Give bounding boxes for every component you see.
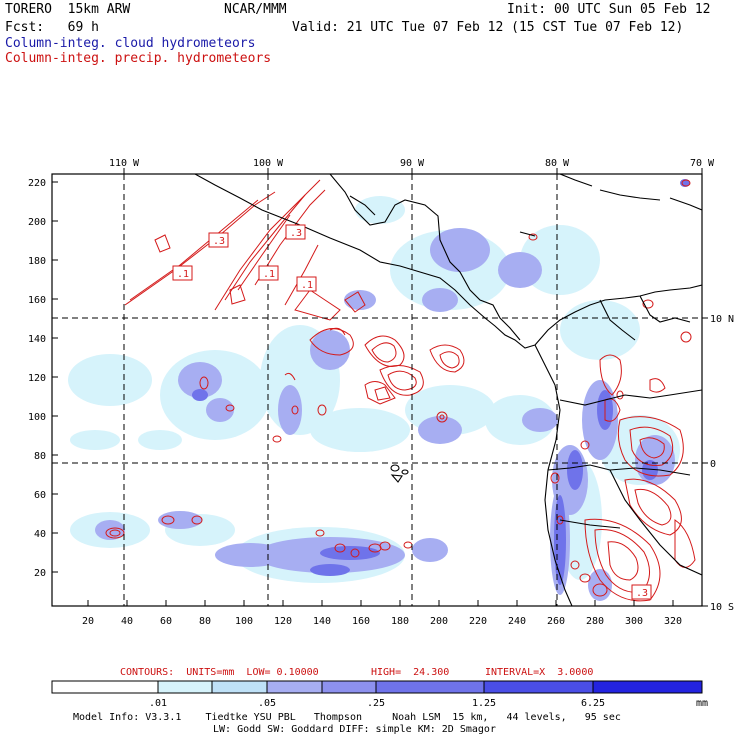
cloud-shading <box>68 179 690 601</box>
forecast-hour: Fcst: 69 h <box>5 20 99 35</box>
lon-label: 80 W <box>545 158 570 169</box>
lat-label: 10 S <box>710 602 734 613</box>
plot-frame <box>51 173 703 607</box>
coastlines <box>194 174 702 606</box>
tick-marks <box>52 168 708 607</box>
x-tick-label: 40 <box>121 616 133 627</box>
contours-units: CONTOURS: UNITS=mm LOW= 0.10000 <box>120 667 319 678</box>
contour-label: .3 <box>213 236 225 247</box>
x-tick-label: 200 <box>430 616 448 627</box>
legend-label: .05 <box>258 698 276 709</box>
y-tick-label: 120 <box>28 373 46 384</box>
lon-label: 90 W <box>400 158 425 169</box>
init-time: Init: 00 UTC Sun 05 Feb 12 <box>507 2 711 17</box>
legend-unit: mm <box>696 698 708 709</box>
legend-colorbar <box>51 680 703 694</box>
graticule <box>52 174 702 606</box>
x-tick-label: 140 <box>313 616 331 627</box>
y-tick-label: 140 <box>28 334 46 345</box>
legend-label: 1.25 <box>472 698 496 709</box>
x-tick-label: 220 <box>469 616 487 627</box>
lon-label: 100 W <box>253 158 284 169</box>
x-tick-label: 80 <box>199 616 211 627</box>
x-tick-label: 20 <box>82 616 94 627</box>
legend-swatch <box>592 680 703 694</box>
y-tick-label: 80 <box>34 451 46 462</box>
field-cloud-label: Column-integ. cloud hydrometeors <box>5 36 256 51</box>
valid-time: Valid: 21 UTC Tue 07 Feb 12 (15 CST Tue … <box>292 20 684 35</box>
x-tick-label: 100 <box>235 616 253 627</box>
lon-label: 70 W <box>690 158 715 169</box>
y-tick-label: 220 <box>28 178 46 189</box>
x-tick-label: 240 <box>508 616 526 627</box>
organization: NCAR/MMM <box>224 2 287 17</box>
y-tick-label: 40 <box>34 529 46 540</box>
x-tick-label: 160 <box>352 616 370 627</box>
precip-contours <box>105 179 696 602</box>
lat-label: 10 N <box>710 314 734 325</box>
y-tick-label: 100 <box>28 412 46 423</box>
y-tick-label: 20 <box>34 568 46 579</box>
contour-label: .1 <box>301 280 313 291</box>
legend-label: .25 <box>367 698 385 709</box>
y-tick-label: 180 <box>28 256 46 267</box>
model-physics: LW: Godd SW: Goddard DIFF: simple KM: 2D… <box>213 724 496 735</box>
y-tick-label: 60 <box>34 490 46 501</box>
contour-label-boxes <box>172 224 652 600</box>
x-tick-label: 300 <box>625 616 643 627</box>
legend-swatch <box>211 680 268 694</box>
y-tick-label: 200 <box>28 217 46 228</box>
contours-interval: INTERVAL=X 3.0000 <box>485 667 594 678</box>
x-tick-label: 60 <box>160 616 172 627</box>
legend-swatch <box>483 680 594 694</box>
x-tick-label: 180 <box>391 616 409 627</box>
legend-swatch <box>266 680 323 694</box>
lon-label: 110 W <box>109 158 140 169</box>
field-precip-label: Column-integ. precip. hydrometeors <box>5 51 272 66</box>
contour-label: .3 <box>636 588 648 599</box>
x-tick-label: 120 <box>274 616 292 627</box>
legend-swatch <box>51 680 159 694</box>
x-tick-label: 280 <box>586 616 604 627</box>
x-tick-label: 320 <box>664 616 682 627</box>
contour-label: .3 <box>290 228 302 239</box>
contour-label: .1 <box>263 269 275 280</box>
contour-label: .1 <box>177 269 189 280</box>
model-title: TORERO 15km ARW <box>5 2 131 17</box>
x-tick-label: 260 <box>547 616 565 627</box>
y-tick-label: 160 <box>28 295 46 306</box>
legend-label: .01 <box>149 698 167 709</box>
legend-swatch <box>375 680 485 694</box>
contours-high: HIGH= 24.300 <box>371 667 450 678</box>
legend-swatch <box>321 680 377 694</box>
legend-swatch <box>157 680 213 694</box>
legend-label: 6.25 <box>581 698 605 709</box>
model-info: Model Info: V3.3.1 Tiedtke YSU PBL Thomp… <box>73 712 621 723</box>
lat-label: 0 <box>710 459 716 470</box>
